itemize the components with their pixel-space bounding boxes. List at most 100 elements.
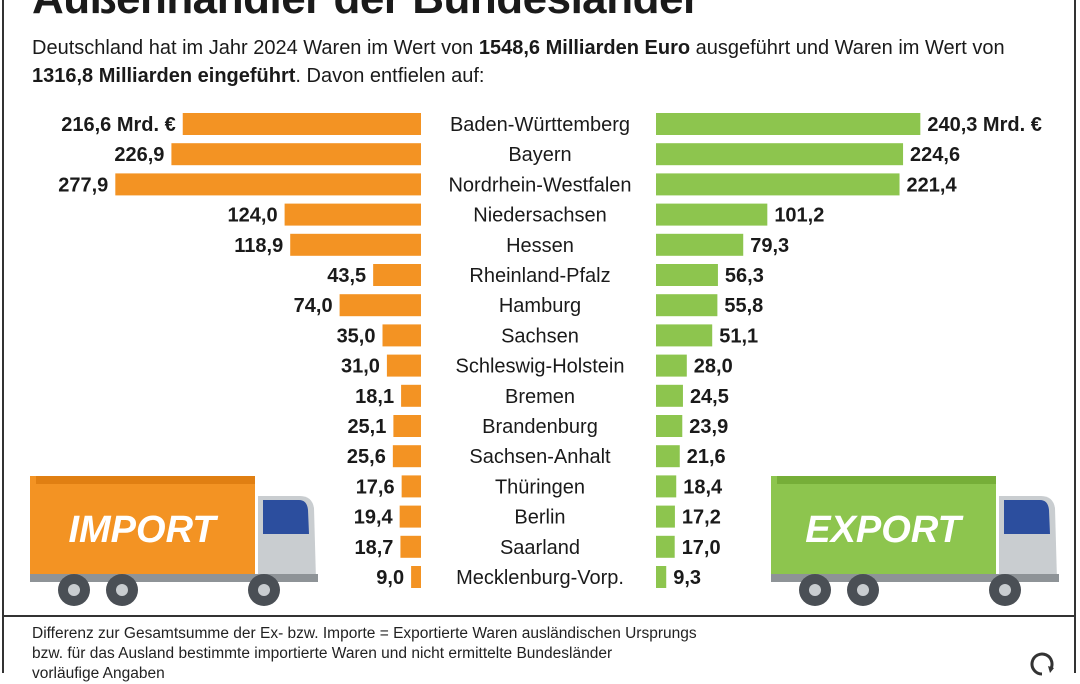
export-bar <box>656 535 675 558</box>
import-value-label: 18,7 <box>354 537 393 559</box>
import-bar <box>182 113 421 135</box>
infographic-frame <box>2 0 1076 673</box>
export-value-label: 17,0 <box>682 537 721 559</box>
export-value-label: 56,3 <box>725 265 764 287</box>
export-value-label: 240,3 Mrd. € <box>927 114 1042 136</box>
state-label: Bayern <box>508 144 571 166</box>
import-value-label: 17,6 <box>356 476 395 498</box>
state-label: Sachsen <box>501 325 579 347</box>
import-bar <box>386 354 421 377</box>
state-label: Schleswig-Holstein <box>456 356 625 378</box>
state-label: Hessen <box>506 235 574 257</box>
import-bar <box>373 264 421 286</box>
page-title: Außenhändler der Bundesländer <box>32 0 700 24</box>
import-value-label: 124,0 <box>228 205 278 227</box>
import-bar <box>411 566 421 588</box>
export-value-label: 51,1 <box>719 325 758 347</box>
state-label: Nordrhein-Westfalen <box>448 174 631 196</box>
export-bar <box>656 264 718 286</box>
import-value-label: 18,1 <box>355 386 394 408</box>
import-value-label: 19,4 <box>354 507 394 529</box>
import-bar <box>339 294 421 317</box>
import-bar <box>115 173 421 196</box>
publisher-logo-icon <box>1030 652 1054 676</box>
import-bar <box>392 445 421 468</box>
import-value-label: 25,1 <box>347 416 386 438</box>
export-truck-illustration: EXPORT <box>771 476 1059 606</box>
import-truck-cargo-roof <box>36 476 255 484</box>
state-label: Berlin <box>514 507 565 529</box>
export-bar <box>656 475 677 498</box>
export-bar <box>656 233 744 256</box>
import-bar <box>393 415 421 437</box>
export-bar <box>656 173 900 196</box>
import-total: 1316,8 Milliarden eingeführt <box>32 65 296 87</box>
export-truck-label: EXPORT <box>805 509 963 551</box>
import-truck-chassis <box>30 574 318 582</box>
export-bar <box>656 113 921 135</box>
import-value-label: 226,9 <box>114 144 164 166</box>
export-bar <box>656 143 904 166</box>
import-truck-cargo-box <box>30 476 255 580</box>
export-bar <box>656 294 718 317</box>
footnote-line-3: vorläufige Angaben <box>32 665 165 682</box>
export-value-label: 101,2 <box>774 205 824 227</box>
footnote: Differenz zur Gesamtsumme der Ex- bzw. I… <box>32 624 932 684</box>
export-value-label: 17,2 <box>682 507 721 529</box>
intro-text: Deutschland hat im Jahr 2024 Waren im We… <box>32 34 1032 90</box>
import-bar <box>399 505 421 528</box>
import-value-label: 35,0 <box>337 325 376 347</box>
export-value-label: 9,3 <box>673 567 701 589</box>
state-label: Thüringen <box>495 476 585 498</box>
import-value-label: 25,6 <box>347 446 386 468</box>
trade-bar-chart: IMPORT EXPORT 216,6 Mrd. € Baden-Württemb… <box>30 113 1059 606</box>
state-label: Sachsen-Anhalt <box>469 446 611 468</box>
export-value-label: 18,4 <box>683 476 723 498</box>
import-value-label: 74,0 <box>294 295 333 317</box>
import-value-label: 43,5 <box>327 265 366 287</box>
import-bar <box>284 203 421 226</box>
state-label: Hamburg <box>499 295 581 317</box>
export-bar <box>656 566 667 588</box>
export-value-label: 221,4 <box>907 174 958 196</box>
export-bar <box>656 415 683 437</box>
bar-rows: 216,6 Mrd. € Baden-Württemberg 240,3 Mrd. … <box>58 113 1042 589</box>
import-bar <box>401 475 421 498</box>
state-label: Baden-Württemberg <box>450 114 630 136</box>
export-bar <box>656 354 687 377</box>
state-label: Niedersachsen <box>473 205 606 227</box>
import-value-label: 216,6 Mrd. € <box>61 114 176 136</box>
state-label: Brandenburg <box>482 416 598 438</box>
import-truck-window <box>263 500 309 534</box>
state-label: Mecklenburg-Vorp. <box>456 567 624 589</box>
intro-part-3: . Davon entfielen auf: <box>295 65 485 87</box>
export-bar <box>656 324 713 347</box>
intro-part-1: Deutschland hat im Jahr 2024 Waren im We… <box>32 37 479 59</box>
state-label: Bremen <box>505 386 575 408</box>
state-label: Saarland <box>500 537 580 559</box>
import-bar <box>400 535 421 558</box>
import-value-label: 118,9 <box>234 235 283 257</box>
export-truck-window <box>1004 500 1050 534</box>
import-truck-label: IMPORT <box>68 509 218 551</box>
export-total: 1548,6 Milliarden Euro <box>478 37 691 59</box>
import-value-label: 31,0 <box>341 356 380 378</box>
export-value-label: 79,3 <box>750 235 789 257</box>
export-value-label: 224,6 <box>910 144 960 166</box>
export-bar <box>656 505 675 528</box>
export-truck-chassis <box>771 574 1059 582</box>
import-bar <box>290 233 421 256</box>
import-value-label: 277,9 <box>58 174 108 196</box>
export-value-label: 21,6 <box>687 446 726 468</box>
export-value-label: 24,5 <box>690 386 729 408</box>
state-label: Rheinland-Pfalz <box>469 265 610 287</box>
export-truck-cargo-roof <box>777 476 996 484</box>
export-value-label: 28,0 <box>694 356 733 378</box>
import-bar <box>401 384 421 407</box>
export-bar <box>656 203 768 226</box>
export-value-label: 55,8 <box>724 295 763 317</box>
import-value-label: 9,0 <box>376 567 404 589</box>
footnote-line-1: Differenz zur Gesamtsumme der Ex- bzw. I… <box>32 625 697 642</box>
export-value-label: 23,9 <box>689 416 728 438</box>
export-bar <box>656 445 680 468</box>
